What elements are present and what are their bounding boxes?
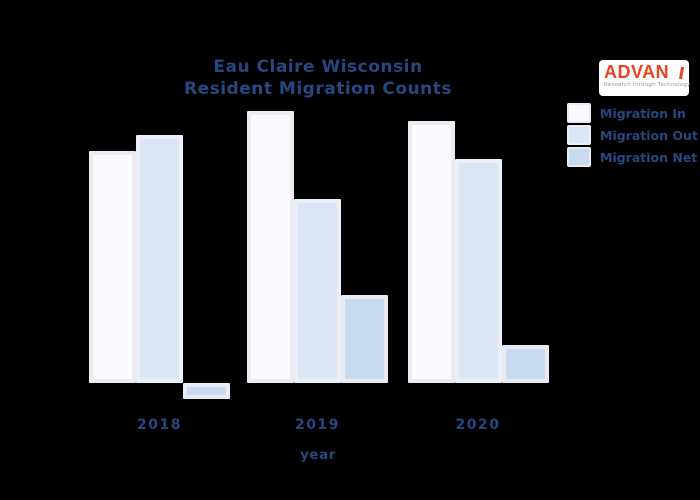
legend-swatch-migration-net-icon: [567, 147, 591, 167]
x-tick-2020: 2020: [455, 417, 501, 433]
chart-legend: Migration In Migration Out Migration Net: [567, 102, 698, 168]
x-axis-label: year: [300, 447, 336, 463]
chart-title-line1: Eau Claire Wisconsin: [213, 57, 423, 77]
bar-migration-in-2019: [247, 111, 294, 383]
legend-label: Migration Net: [600, 149, 698, 165]
bar-migration-out-2020: [454, 159, 502, 383]
legend-label: Migration In: [600, 105, 686, 121]
bar-migration-net-2018: [183, 383, 230, 399]
x-tick-2019: 2019: [295, 417, 340, 433]
chart-title-line2: Resident Migration Counts: [184, 79, 452, 99]
bar-migration-out-2018: [136, 135, 183, 383]
advan-logo: ADVAN Research through Technology: [599, 60, 691, 96]
legend-swatch-migration-in-icon: [567, 103, 591, 123]
bar-migration-in-2018: [89, 151, 136, 383]
legend-label: Migration Out: [600, 127, 698, 143]
advan-logo-tagline: Research through Technology: [604, 82, 691, 88]
legend-item-migration-out: Migration Out: [567, 124, 698, 146]
x-tick-2018: 2018: [137, 417, 182, 433]
bar-migration-net-2019: [341, 295, 388, 383]
bar-migration-out-2019: [294, 199, 341, 383]
chart-title: Eau Claire Wisconsin Resident Migration …: [98, 56, 538, 100]
bar-migration-net-2020: [501, 345, 549, 383]
legend-swatch-migration-out-icon: [567, 125, 591, 145]
legend-item-migration-in: Migration In: [567, 102, 698, 124]
advan-logo-wordmark: ADVAN: [604, 62, 670, 82]
bar-migration-in-2020: [407, 121, 455, 383]
legend-item-migration-net: Migration Net: [567, 146, 698, 168]
